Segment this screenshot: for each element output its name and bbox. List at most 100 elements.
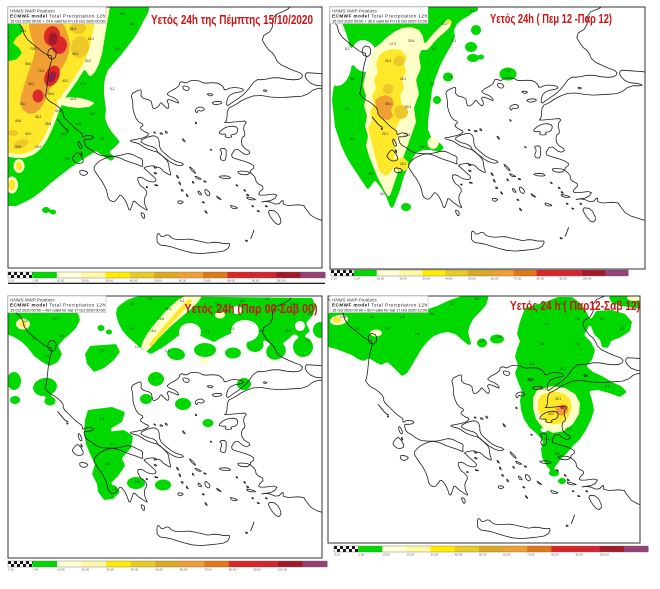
svg-text:Υετός 24 h ( Παρ12-Σαβ 12): Υετός 24 h ( Παρ12-Σαβ 12) bbox=[510, 299, 640, 313]
svg-text:70.9: 70.9 bbox=[30, 47, 36, 51]
svg-text:1.00: 1.00 bbox=[32, 279, 38, 283]
svg-text:30.00: 30.00 bbox=[106, 279, 114, 283]
svg-text:7.2: 7.2 bbox=[345, 107, 350, 111]
svg-text:30.00: 30.00 bbox=[422, 277, 430, 281]
svg-text:10.00: 10.00 bbox=[382, 553, 390, 557]
svg-text:1.6: 1.6 bbox=[130, 327, 135, 331]
svg-text:44.5: 44.5 bbox=[70, 97, 76, 101]
svg-text:100.00: 100.00 bbox=[582, 277, 592, 281]
svg-text:3.4: 3.4 bbox=[110, 442, 115, 446]
svg-text:70.00: 70.00 bbox=[204, 568, 212, 572]
svg-text:1.00: 1.00 bbox=[354, 277, 360, 281]
svg-text:60.00: 60.00 bbox=[179, 279, 187, 283]
svg-text:40.1: 40.1 bbox=[380, 192, 386, 196]
svg-text:6.2: 6.2 bbox=[530, 362, 535, 366]
svg-text:30.00: 30.00 bbox=[431, 553, 439, 557]
svg-text:0.10: 0.10 bbox=[8, 279, 14, 283]
svg-text:0.10: 0.10 bbox=[8, 568, 14, 572]
svg-text:11.1: 11.1 bbox=[560, 367, 566, 371]
svg-text:2.2: 2.2 bbox=[370, 315, 375, 319]
svg-text:24.3: 24.3 bbox=[385, 59, 391, 63]
svg-text:60.00: 60.00 bbox=[491, 277, 499, 281]
svg-text:4.2: 4.2 bbox=[432, 47, 437, 51]
svg-text:4.6: 4.6 bbox=[230, 327, 235, 331]
svg-text:1.8: 1.8 bbox=[505, 69, 510, 73]
svg-text:13.4: 13.4 bbox=[165, 307, 171, 311]
svg-text:38.2: 38.2 bbox=[35, 115, 41, 119]
svg-text:40.2: 40.2 bbox=[25, 132, 31, 136]
svg-text:40.8: 40.8 bbox=[55, 109, 61, 113]
svg-text:3.2: 3.2 bbox=[470, 9, 475, 13]
svg-text:18.1: 18.1 bbox=[150, 329, 156, 333]
svg-text:30.2: 30.2 bbox=[548, 412, 554, 416]
svg-text:1.9: 1.9 bbox=[112, 487, 117, 491]
svg-text:40.6: 40.6 bbox=[15, 119, 21, 123]
svg-text:9.4: 9.4 bbox=[350, 77, 355, 81]
svg-text:7.8: 7.8 bbox=[575, 342, 580, 346]
svg-text:56.4: 56.4 bbox=[70, 27, 76, 31]
svg-text:80.00: 80.00 bbox=[537, 277, 545, 281]
svg-text:50.2: 50.2 bbox=[85, 59, 91, 63]
svg-text:2.2: 2.2 bbox=[130, 302, 135, 306]
svg-text:64.2: 64.2 bbox=[88, 37, 94, 41]
svg-text:0.10: 0.10 bbox=[334, 553, 340, 557]
svg-text:6.4: 6.4 bbox=[475, 297, 480, 301]
svg-text:3.1: 3.1 bbox=[32, 337, 37, 341]
svg-text:10.1: 10.1 bbox=[258, 329, 264, 333]
svg-text:4.2: 4.2 bbox=[620, 327, 625, 331]
svg-text:15 Oct 2020 00:00 + 60 h valid: 15 Oct 2020 00:00 + 60 h valid for Sat 1… bbox=[332, 308, 428, 313]
svg-text:30.3: 30.3 bbox=[405, 105, 411, 109]
svg-text:0.10: 0.10 bbox=[331, 277, 337, 281]
svg-text:4.1: 4.1 bbox=[545, 322, 550, 326]
svg-text:4.3: 4.3 bbox=[105, 462, 110, 466]
svg-text:6.1: 6.1 bbox=[148, 297, 153, 301]
svg-text:26.2: 26.2 bbox=[400, 162, 406, 166]
svg-text:10.2: 10.2 bbox=[75, 122, 81, 126]
svg-text:40.00: 40.00 bbox=[130, 279, 138, 283]
svg-text:2.8: 2.8 bbox=[65, 157, 70, 161]
svg-text:8.2: 8.2 bbox=[345, 47, 350, 51]
svg-text:15.4: 15.4 bbox=[60, 132, 66, 136]
svg-text:1.8: 1.8 bbox=[52, 317, 57, 321]
svg-text:100.00: 100.00 bbox=[278, 568, 288, 572]
svg-text:1.00: 1.00 bbox=[358, 553, 364, 557]
svg-text:4.1: 4.1 bbox=[100, 137, 105, 141]
svg-text:40.00: 40.00 bbox=[455, 553, 463, 557]
svg-text:90.00: 90.00 bbox=[576, 553, 584, 557]
svg-text:28.8: 28.8 bbox=[45, 122, 51, 126]
svg-text:25.1: 25.1 bbox=[555, 397, 561, 401]
svg-text:80.00: 80.00 bbox=[551, 553, 559, 557]
svg-text:1.4: 1.4 bbox=[415, 332, 420, 336]
svg-text:19.4: 19.4 bbox=[35, 145, 41, 149]
svg-text:90.00: 90.00 bbox=[560, 277, 568, 281]
svg-text:50.00: 50.00 bbox=[155, 568, 163, 572]
svg-text:4.4: 4.4 bbox=[430, 312, 435, 316]
svg-text:100.00: 100.00 bbox=[600, 553, 610, 557]
svg-text:80.00: 80.00 bbox=[229, 568, 237, 572]
svg-text:18.2: 18.2 bbox=[404, 133, 410, 137]
svg-text:100.00: 100.00 bbox=[276, 279, 286, 283]
svg-text:43.1: 43.1 bbox=[285, 329, 291, 333]
svg-text:2.1: 2.1 bbox=[452, 39, 457, 43]
svg-text:2.2: 2.2 bbox=[305, 339, 310, 343]
svg-text:3.4: 3.4 bbox=[420, 145, 425, 149]
svg-text:15.6: 15.6 bbox=[158, 317, 164, 321]
svg-text:15 Oct 2020 00:00 + 24 h valid: 15 Oct 2020 00:00 + 24 h valid for Fri 1… bbox=[10, 19, 106, 24]
svg-text:30.4: 30.4 bbox=[20, 29, 26, 33]
svg-text:90.00: 90.00 bbox=[252, 279, 260, 283]
svg-text:10.00: 10.00 bbox=[57, 279, 65, 283]
svg-text:21.6: 21.6 bbox=[80, 82, 86, 86]
svg-text:3.2: 3.2 bbox=[100, 349, 105, 353]
svg-text:26.1: 26.1 bbox=[400, 77, 406, 81]
svg-text:4.1: 4.1 bbox=[45, 354, 50, 358]
svg-text:1.8: 1.8 bbox=[385, 327, 390, 331]
svg-text:15.2: 15.2 bbox=[565, 427, 571, 431]
svg-text:1.2: 1.2 bbox=[480, 339, 485, 343]
svg-text:7.8: 7.8 bbox=[575, 317, 580, 321]
svg-text:20.5: 20.5 bbox=[408, 39, 414, 43]
svg-text:34.3: 34.3 bbox=[72, 52, 78, 56]
svg-text:10.00: 10.00 bbox=[57, 568, 65, 572]
svg-text:90.00: 90.00 bbox=[253, 568, 261, 572]
svg-text:50.00: 50.00 bbox=[468, 277, 476, 281]
svg-text:10.00: 10.00 bbox=[377, 277, 385, 281]
